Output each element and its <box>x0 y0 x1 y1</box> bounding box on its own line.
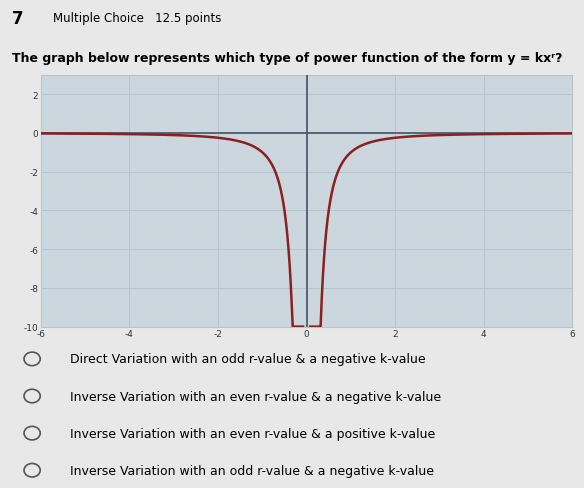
Text: Inverse Variation with an even r-value & a positive k-value: Inverse Variation with an even r-value &… <box>70 427 435 440</box>
Text: Multiple Choice   12.5 points: Multiple Choice 12.5 points <box>53 12 221 25</box>
Text: Inverse Variation with an even r-value & a negative k-value: Inverse Variation with an even r-value &… <box>70 390 441 403</box>
Text: Inverse Variation with an odd r-value & a negative k-value: Inverse Variation with an odd r-value & … <box>70 464 434 477</box>
Text: 7: 7 <box>12 10 23 28</box>
Text: Direct Variation with an odd r-value & a negative k-value: Direct Variation with an odd r-value & a… <box>70 353 426 366</box>
Text: The graph below represents which type of power function of the form y = kxʳ?: The graph below represents which type of… <box>12 52 562 65</box>
